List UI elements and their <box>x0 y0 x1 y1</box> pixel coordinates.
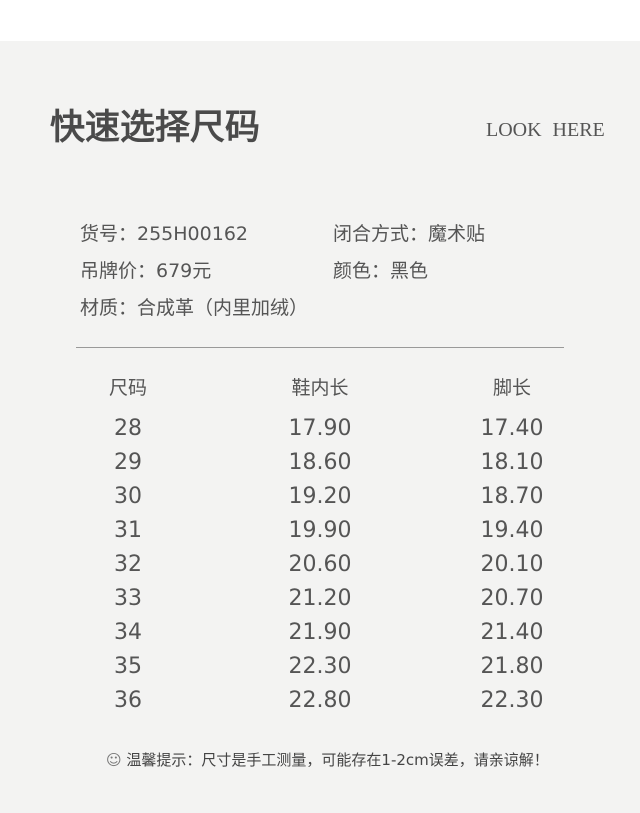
table-cell: 17.40 <box>480 416 544 441</box>
table-cell: 31 <box>114 518 142 543</box>
table-cell: 18.60 <box>288 450 352 475</box>
table-cell: 22.30 <box>480 688 544 713</box>
look-here-label: LOOK HERE <box>486 119 605 141</box>
column-header-size: 尺码 <box>108 377 147 399</box>
table-cell: 20.60 <box>288 552 352 577</box>
color: 颜色：黑色 <box>333 260 429 282</box>
divider <box>76 347 564 348</box>
table-cell: 21.20 <box>288 586 352 611</box>
tag-price: 吊牌价：679元 <box>80 260 212 282</box>
table-cell: 19.20 <box>288 484 352 509</box>
table-cell: 19.90 <box>288 518 352 543</box>
table-cell: 33 <box>114 586 142 611</box>
material: 材质：合成革（内里加绒） <box>80 297 309 319</box>
tip-text: 温馨提示：尺寸是手工测量，可能存在1-2cm误差，请亲谅解！ <box>126 751 549 769</box>
table-cell: 21.40 <box>480 620 544 645</box>
item-number: 货号：255H00162 <box>80 223 248 245</box>
table-cell: 20.10 <box>480 552 544 577</box>
table-cell: 29 <box>114 450 142 475</box>
closure-type: 闭合方式：魔术贴 <box>333 223 486 245</box>
table-cell: 21.90 <box>288 620 352 645</box>
table-cell: 36 <box>114 688 142 713</box>
table-cell: 22.30 <box>288 654 352 679</box>
table-cell: 19.40 <box>480 518 544 543</box>
size-guide-panel: 快速选择尺码 LOOK HERE 货号：255H00162 闭合方式：魔术贴 吊… <box>0 41 640 813</box>
table-cell: 18.70 <box>480 484 544 509</box>
table-cell: 21.80 <box>480 654 544 679</box>
table-cell: 18.10 <box>480 450 544 475</box>
table-cell: 28 <box>114 416 142 441</box>
table-cell: 20.70 <box>480 586 544 611</box>
tip-note: ☺ 温馨提示：尺寸是手工测量，可能存在1-2cm误差，请亲谅解！ <box>106 749 549 770</box>
column-header-shoe-length: 鞋内长 <box>291 377 349 399</box>
smiley-icon: ☺ <box>106 751 122 769</box>
page-title: 快速选择尺码 <box>50 108 261 148</box>
table-cell: 32 <box>114 552 142 577</box>
table-cell: 35 <box>114 654 142 679</box>
column-header-foot-length: 脚长 <box>492 377 531 399</box>
table-cell: 17.90 <box>288 416 352 441</box>
table-cell: 22.80 <box>288 688 352 713</box>
table-cell: 30 <box>114 484 142 509</box>
table-cell: 34 <box>114 620 142 645</box>
